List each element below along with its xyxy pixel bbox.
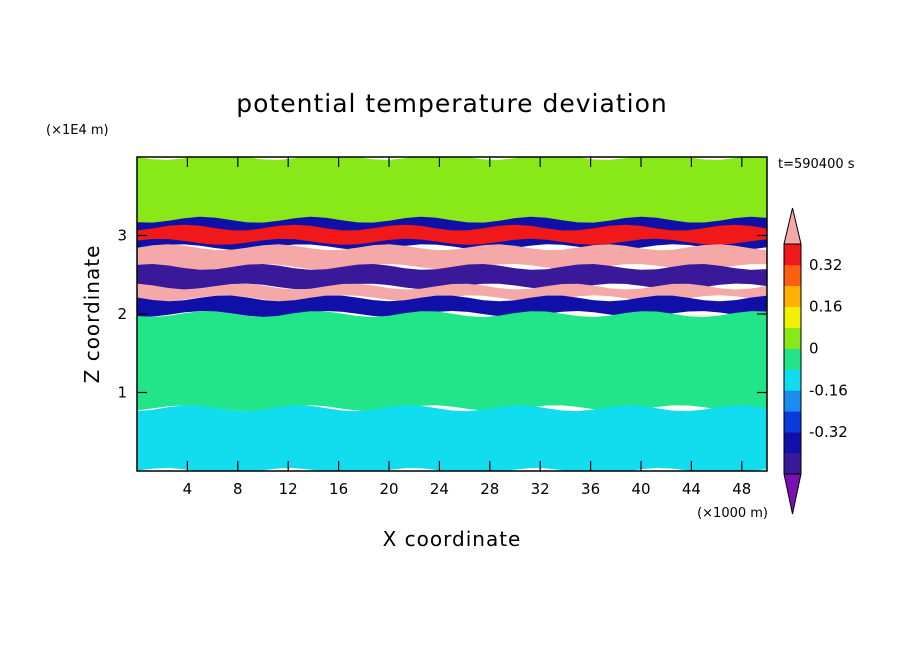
field-band [137,405,767,471]
y-tick-label: 3 [117,227,127,245]
colorbar-segment [784,244,801,266]
colorbar-segment [784,453,801,475]
colorbar-segment [784,348,801,370]
y-axis: 1 2 3 [117,227,767,402]
plot-area [137,157,767,471]
colorbar-segment [784,411,801,433]
x-tick-label: 36 [581,480,600,498]
y-tick-label: 1 [117,384,127,402]
x-axis: 4 8 12 16 20 24 28 32 36 40 44 48 [183,157,751,498]
colorbar-segment [784,369,801,391]
x-axis-label: X coordinate [383,527,522,551]
colorbar-label: -0.32 [809,423,848,441]
x-unit-label: (×1000 m) [697,506,768,521]
colorbar-frame [783,243,802,475]
x-tick-label: 48 [732,480,751,498]
colorbar-extend-bottom [783,473,802,515]
time-label: t=590400 s [778,157,855,172]
x-tick-label: 24 [430,480,449,498]
colorbar-extend-top [783,207,802,245]
colorbar-segment [784,306,801,328]
x-tick-label: 12 [279,480,298,498]
colorbar-segment [784,432,801,454]
colorbar-label: 0 [809,340,819,358]
field-band [137,264,767,290]
x-tick-label: 8 [233,480,243,498]
colorbar-segment [784,327,801,349]
x-tick-label: 16 [329,480,348,498]
chart-title: potential temperature deviation [236,89,667,118]
x-tick-label: 44 [682,480,701,498]
x-tick-label: 32 [531,480,550,498]
colorbar-label: 0.16 [809,298,842,316]
field-band [137,295,767,317]
colorbar: 0.32 0.16 0 -0.16 -0.32 [783,207,848,515]
colorbar-segment [784,264,801,287]
field-band [137,283,767,302]
colorbar-segment [784,390,801,412]
y-tick-label: 2 [117,305,127,323]
y-unit-label: (×1E4 m) [46,123,109,138]
field-band [137,311,767,412]
y-axis-label: Z coordinate [80,245,104,384]
field-band [137,224,767,245]
x-tick-label: 20 [379,480,398,498]
colorbar-segment [784,285,801,308]
field-band [137,244,767,270]
colorbar-label: -0.16 [809,381,848,399]
field-band [137,157,767,239]
x-tick-label: 40 [631,480,650,498]
x-tick-label: 4 [183,480,193,498]
x-tick-label: 28 [480,480,499,498]
colorbar-label: 0.32 [809,256,842,274]
